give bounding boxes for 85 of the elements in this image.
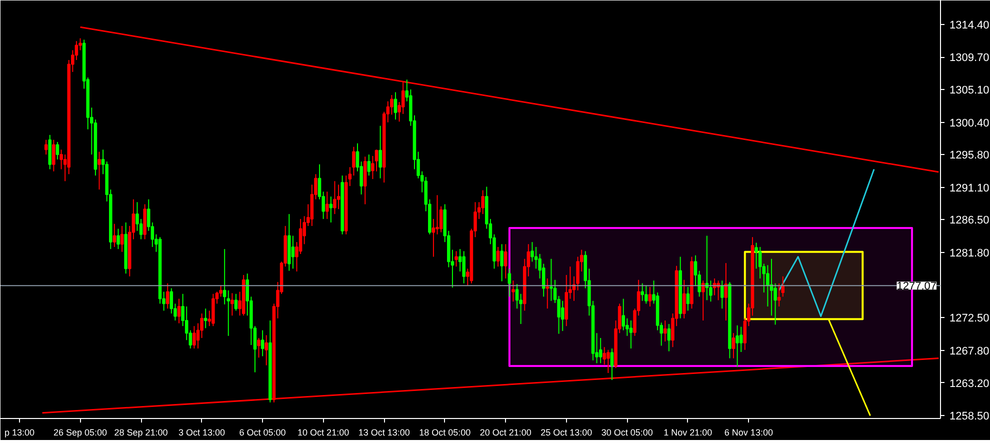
x-tick-label: 10 Oct 21:00 (298, 428, 350, 438)
candlestick (515, 284, 519, 310)
y-tick-label: 1314.40 (950, 19, 990, 32)
x-tick-label: 28 Sep 21:00 (114, 428, 168, 438)
candlestick (560, 300, 564, 332)
candlestick (777, 282, 781, 307)
y-tick-label: 1281.80 (950, 248, 990, 260)
candlestick (291, 235, 295, 270)
y-tick-label: 1309.70 (950, 52, 990, 64)
x-tick-label: 3 Oct 13:00 (178, 428, 226, 438)
candlestick (74, 40, 78, 61)
candlestick (112, 223, 116, 248)
line-series (778, 168, 875, 318)
x-tick-label: 18 Oct 05:00 (419, 428, 471, 438)
candlestick (758, 246, 762, 279)
candlestick (736, 324, 739, 368)
y-tick-label: 1291.10 (950, 182, 990, 194)
candlestick (664, 320, 667, 342)
candlestick (166, 282, 170, 310)
candlestick (177, 298, 181, 324)
candlestick (454, 250, 458, 268)
candlestick (264, 334, 268, 366)
candlestick (432, 218, 436, 258)
candlestick (629, 320, 633, 349)
candlestick (667, 323, 671, 352)
candlestick (701, 280, 705, 321)
candlestick (546, 278, 550, 310)
x-tick-label: 1 Nov 21:00 (664, 428, 712, 438)
candlestick (481, 190, 484, 215)
candlestick (204, 308, 208, 329)
candlestick (648, 286, 652, 307)
candlestick (732, 332, 736, 359)
candlestick (44, 139, 48, 156)
x-tick-label: 20 Oct 21:00 (480, 428, 532, 438)
candlestick (496, 246, 500, 268)
candlestick (374, 149, 378, 172)
candlestick (720, 280, 724, 310)
candlestick (222, 248, 226, 305)
x-tick-label: 26 Sep 05:00 (53, 428, 108, 438)
candlestick (56, 141, 60, 160)
y-tick-label: 1267.80 (950, 346, 990, 358)
y-tick-label: 1295.80 (950, 150, 990, 162)
candlestick (508, 268, 512, 298)
x-tick-label: 25 Oct 13:00 (540, 428, 592, 438)
y-tick-label: 1258.50 (950, 410, 990, 423)
candlestick (598, 337, 602, 364)
candlestick (462, 250, 466, 284)
candlestick (610, 348, 614, 380)
y-tick-label: 1263.20 (950, 378, 990, 390)
candlestick (260, 330, 264, 357)
x-tick-label: 6 Nov 13:00 (724, 428, 773, 438)
candlestick (257, 337, 260, 358)
candlestick (512, 280, 515, 302)
candlestick (230, 292, 234, 316)
x-tick-label: p 13:00 (4, 428, 35, 438)
candlestick (116, 228, 120, 250)
candlestick (500, 244, 504, 282)
candlestick (120, 225, 124, 252)
candlestick (682, 279, 686, 319)
candlestick (534, 246, 538, 270)
candlestick (686, 286, 690, 312)
candlestick (298, 218, 302, 254)
candlestick (640, 282, 644, 302)
candlestick (336, 184, 340, 210)
candlestick (192, 326, 196, 349)
x-tick-label: 13 Oct 13:00 (358, 428, 410, 438)
candlestick (394, 92, 398, 120)
y-tick-label: 1272.50 (950, 312, 990, 325)
candlestick (367, 154, 371, 176)
candlestick (644, 284, 648, 304)
candlestick (333, 180, 336, 215)
x-tick-label: 30 Oct 05:00 (601, 428, 653, 438)
candlestick (378, 125, 382, 179)
candlestick (606, 349, 610, 374)
candlestick (504, 244, 508, 279)
y-tick-label: 1305.10 (950, 84, 990, 96)
y-tick-label: 1286.50 (950, 214, 990, 227)
candlestick (329, 196, 333, 223)
candlestick (550, 258, 553, 302)
candlestick (325, 191, 329, 220)
x-tick-label: 6 Oct 05:00 (239, 428, 286, 438)
candlestick (234, 293, 238, 312)
candlestick (52, 139, 56, 172)
candlestick (98, 151, 101, 190)
y-tick-label: 1300.40 (950, 117, 990, 130)
